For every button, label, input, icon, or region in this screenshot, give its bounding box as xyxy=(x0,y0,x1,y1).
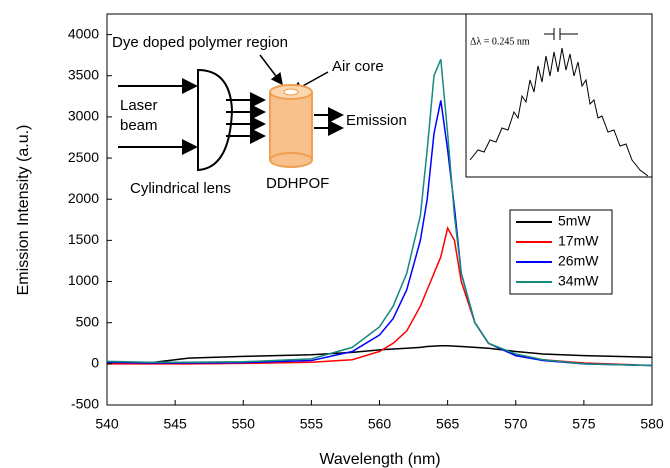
annotation: beam xyxy=(120,117,158,134)
x-tick-label: 565 xyxy=(436,416,460,432)
x-tick-label: 570 xyxy=(504,416,528,432)
y-tick-label: -500 xyxy=(71,396,99,412)
y-tick-label: 0 xyxy=(91,355,99,371)
plot-marks xyxy=(106,58,653,367)
y-tick-label: 1000 xyxy=(68,272,99,288)
legend-label: 34mW xyxy=(558,273,599,289)
annotation: Air core xyxy=(332,58,384,75)
series-line xyxy=(106,344,653,365)
y-tick-label: 2000 xyxy=(68,190,99,206)
legend-label: 26mW xyxy=(558,253,599,269)
annotation: Emission xyxy=(346,112,407,129)
series-line xyxy=(106,100,653,367)
schematic xyxy=(118,54,344,172)
y-tick-label: 3000 xyxy=(68,108,99,124)
series-line xyxy=(106,58,653,367)
x-tick-label: 575 xyxy=(572,416,596,432)
y-tick-label: 3500 xyxy=(68,66,99,82)
y-tick-label: 4000 xyxy=(68,25,99,41)
annotation: Dye doped polymer region xyxy=(112,34,288,51)
x-tick-label: 550 xyxy=(232,416,256,432)
y-tick-label: 2500 xyxy=(68,149,99,165)
x-tick-label: 555 xyxy=(300,416,324,432)
annotation: Δλ = 0.245 nm xyxy=(470,36,530,47)
legend-label: 17mW xyxy=(558,233,599,249)
x-axis-label: Wavelength (nm) xyxy=(319,451,440,468)
fiber xyxy=(269,84,313,168)
annotation: Laser xyxy=(120,97,158,114)
annotation: DDHPOF xyxy=(266,175,329,192)
legend-box xyxy=(509,209,613,295)
x-tick-label: 540 xyxy=(95,416,119,432)
legend-label: 5mW xyxy=(558,213,591,229)
x-tick-label: 580 xyxy=(640,416,664,432)
x-tick-label: 560 xyxy=(368,416,392,432)
y-tick-label: 1500 xyxy=(68,231,99,247)
y-axis-label: Emission Intensity (a.u.) xyxy=(15,125,32,296)
inset: Δλ = 0.245 nm xyxy=(465,13,653,178)
x-tick-label: 545 xyxy=(163,416,187,432)
y-tick-label: 500 xyxy=(76,313,100,329)
annotation: Cylindrical lens xyxy=(130,180,231,197)
